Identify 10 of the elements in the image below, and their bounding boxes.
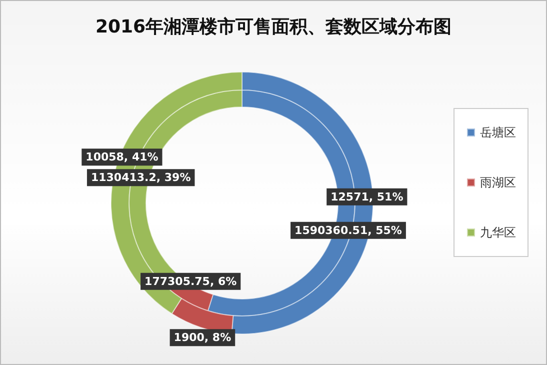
- legend-label: 雨湖区: [480, 176, 516, 190]
- data-label: 1130413.2, 39%: [90, 171, 191, 184]
- data-label: 1900, 8%: [174, 331, 232, 344]
- data-label: 12571, 51%: [330, 190, 404, 204]
- data-label: 1590360.51, 55%: [294, 224, 402, 237]
- data-label: 177305.75, 6%: [144, 274, 237, 288]
- data-label: 10058, 41%: [86, 150, 158, 164]
- chart-title: 2016年湘潭楼市可售面积、套数区域分布图: [95, 16, 452, 38]
- legend-label: 岳塘区: [480, 126, 516, 140]
- legend-label: 九华区: [480, 226, 516, 240]
